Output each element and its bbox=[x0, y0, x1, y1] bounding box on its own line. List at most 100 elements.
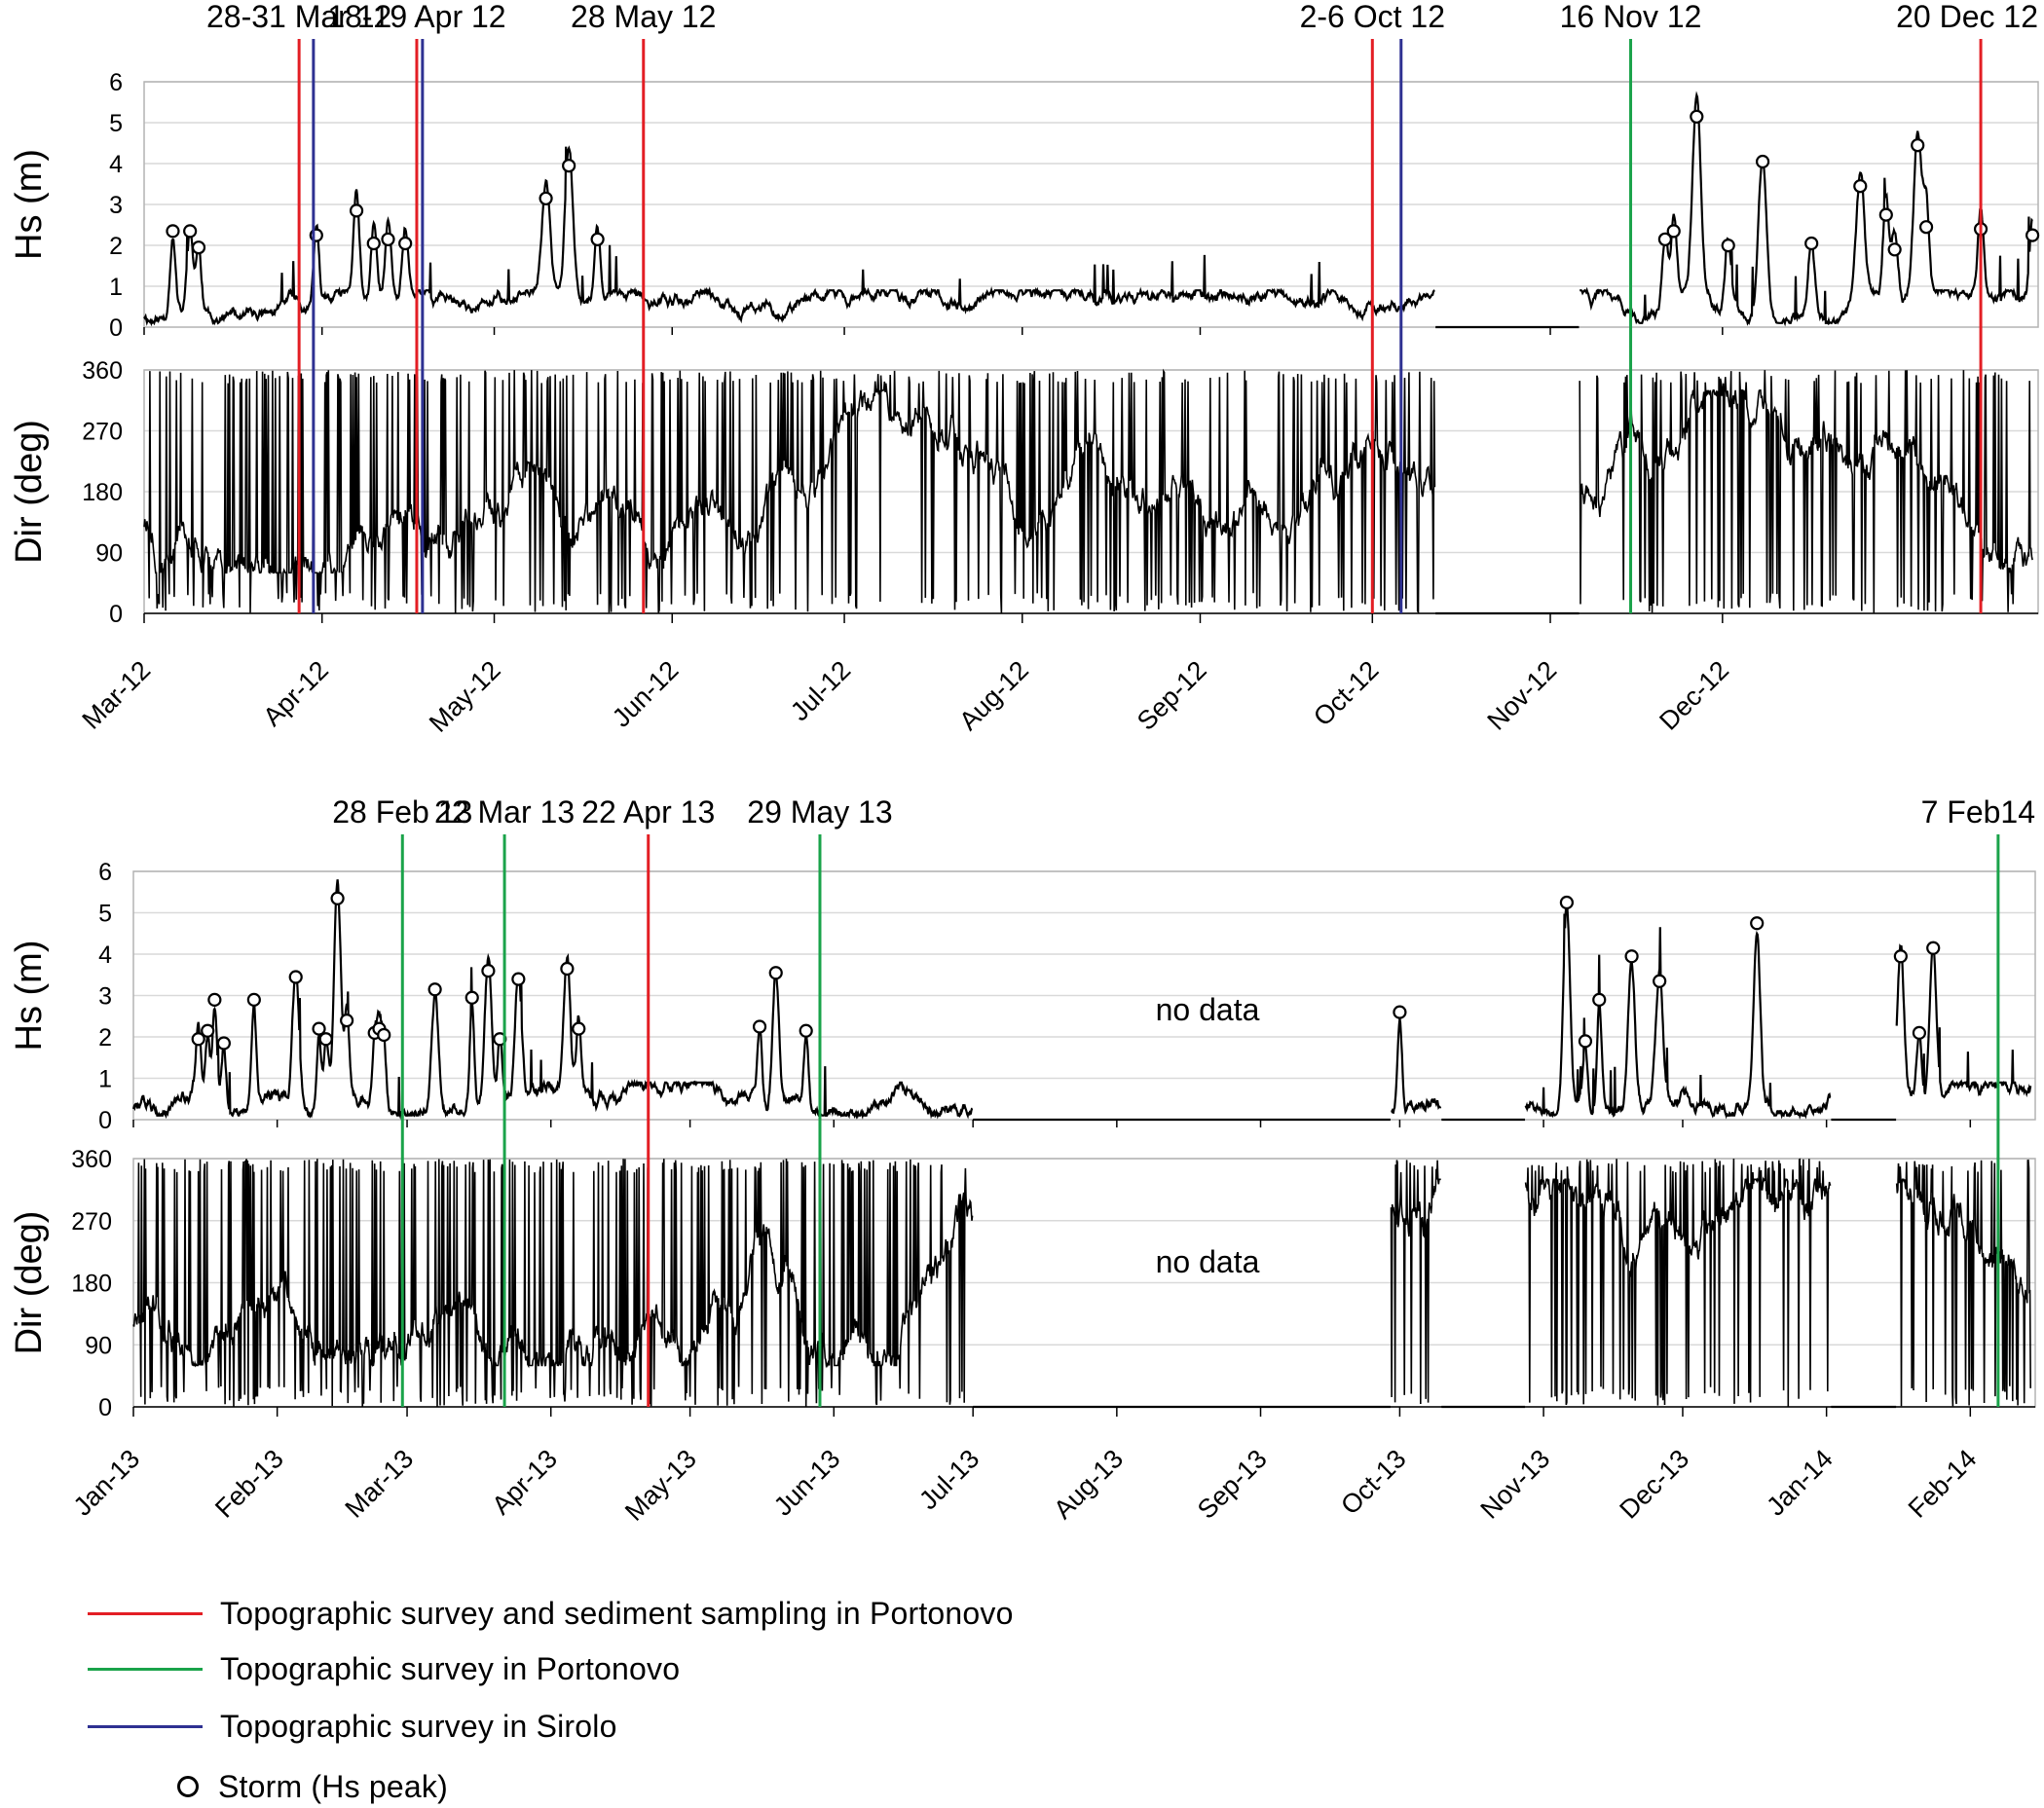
storm-peak-marker bbox=[1721, 239, 1735, 253]
dir-tick-label: 0 bbox=[109, 601, 123, 628]
storm-peak-marker bbox=[2025, 228, 2040, 242]
storm-peak-marker bbox=[752, 1019, 767, 1034]
storm-peak-marker bbox=[1578, 1034, 1593, 1049]
x-tick-label: Jun-12 bbox=[607, 655, 685, 733]
event-date-label: 28 May 12 bbox=[571, 0, 716, 34]
storm-peak-marker bbox=[216, 1036, 231, 1051]
dir-tick-label: 90 bbox=[85, 1332, 112, 1359]
hs-tick-label: 4 bbox=[109, 151, 123, 178]
red-line-swatch bbox=[88, 1611, 203, 1615]
legend: Topographic survey and sediment sampling… bbox=[88, 1582, 1451, 1806]
storm-peak-marker bbox=[427, 982, 442, 997]
x-tick-label: Aug-13 bbox=[1048, 1444, 1129, 1525]
storm-peak-marker bbox=[768, 966, 783, 980]
storm-peak-marker bbox=[1911, 138, 1925, 153]
x-tick-label: Oct-12 bbox=[1308, 655, 1385, 732]
x-tick-label: Nov-12 bbox=[1481, 655, 1562, 736]
storm-peak-marker bbox=[1853, 179, 1868, 194]
hs-tick-label: 1 bbox=[109, 274, 123, 301]
legend-item-red-survey: Topographic survey and sediment sampling… bbox=[88, 1594, 1014, 1633]
hs-tick-label: 0 bbox=[109, 314, 123, 342]
x-tick-label: Sep-12 bbox=[1132, 655, 1212, 736]
storm-peak-marker bbox=[539, 191, 553, 205]
circle-icon bbox=[177, 1776, 199, 1797]
x-tick-label: Dec-13 bbox=[1614, 1444, 1694, 1525]
dir-axis-label: Dir (deg) bbox=[9, 420, 50, 564]
hs-tick-label: 3 bbox=[98, 983, 112, 1011]
dir-axis-label: Dir (deg) bbox=[9, 1211, 50, 1355]
storm-peak-marker bbox=[1887, 242, 1902, 257]
event-date-label: 7 Feb14 bbox=[1921, 794, 2035, 830]
storm-peak-marker bbox=[381, 232, 395, 246]
storm-peak-marker bbox=[246, 992, 261, 1007]
storm-peak-marker bbox=[312, 1021, 326, 1036]
event-date-label: 28 Feb 13 bbox=[332, 794, 472, 830]
hs-tick-label: 5 bbox=[109, 110, 123, 137]
storm-peak-marker bbox=[349, 203, 364, 218]
storm-peak-marker bbox=[1653, 974, 1667, 988]
storm-peak-marker bbox=[1926, 941, 1941, 955]
dir-series-line bbox=[143, 368, 1436, 614]
storm-peak-marker bbox=[799, 1023, 813, 1038]
storm-peak-marker bbox=[166, 224, 180, 239]
chart-panel-1: 0 1 2 3 4 5 6 Hs (m) 0 90 180 270 360 Dir (deg) Jan-13… bbox=[9, 794, 2036, 1527]
dir-tick-label: 360 bbox=[82, 357, 123, 385]
storm-peak-marker bbox=[377, 1027, 391, 1043]
storm-peak-marker bbox=[191, 1032, 205, 1047]
dir-tick-label: 270 bbox=[82, 419, 123, 446]
hs-axis-label: Hs (m) bbox=[9, 941, 50, 1052]
legend-label: Topographic survey in Portonovo bbox=[220, 1650, 681, 1686]
x-tick-label: May-12 bbox=[424, 655, 506, 738]
storm-peak-marker bbox=[465, 990, 479, 1005]
storm-peak-marker bbox=[562, 159, 576, 173]
event-date-label: 16 Nov 12 bbox=[1560, 0, 1702, 34]
hs-series-line bbox=[131, 879, 974, 1121]
legend-item-storm: Storm (Hs peak) bbox=[88, 1767, 448, 1806]
storm-peak-marker bbox=[1624, 949, 1639, 964]
event-date-label: 28-31 Mar 12 bbox=[206, 0, 391, 34]
hs-tick-label: 5 bbox=[98, 901, 112, 928]
hs-tick-label: 6 bbox=[109, 69, 123, 96]
storm-peak-marker bbox=[1592, 992, 1607, 1007]
storm-peak-marker bbox=[1559, 895, 1574, 910]
x-tick-label: Jun-13 bbox=[768, 1444, 846, 1522]
event-date-label: 20 Dec 12 bbox=[1896, 0, 2038, 34]
blue-line-swatch bbox=[88, 1724, 203, 1728]
hs-tick-label: 0 bbox=[98, 1107, 112, 1134]
legend-label: Storm (Hs peak) bbox=[218, 1768, 448, 1804]
storm-peak-marker bbox=[330, 891, 345, 905]
dir-tick-label: 180 bbox=[82, 479, 123, 506]
legend-label: Topographic survey in Sirolo bbox=[220, 1708, 617, 1744]
storm-peak-marker bbox=[1690, 109, 1704, 124]
x-tick-label: May-13 bbox=[619, 1444, 702, 1527]
hs-axis-label: Hs (m) bbox=[9, 149, 50, 260]
x-tick-label: Aug-12 bbox=[953, 655, 1034, 736]
x-tick-label: Feb-14 bbox=[1903, 1444, 1983, 1524]
no-data-annotation: no data bbox=[1156, 992, 1260, 1027]
storm-peak-marker bbox=[481, 964, 496, 978]
chart-panel-0: 0 1 2 3 4 5 6 Hs (m) 0 90 180 270 360 Dir (deg) Mar-12… bbox=[9, 0, 2040, 738]
legend-item-green-survey: Topographic survey in Portonovo bbox=[88, 1649, 680, 1688]
storm-peak-marker bbox=[191, 240, 206, 255]
x-tick-label: Sep-13 bbox=[1192, 1444, 1273, 1525]
storm-peak-marker bbox=[572, 1021, 586, 1036]
green-line-swatch bbox=[88, 1667, 203, 1671]
event-date-label: 29 May 13 bbox=[747, 794, 892, 830]
hs-series-line bbox=[1895, 941, 2032, 1099]
storm-peak-marker bbox=[1804, 236, 1819, 251]
storm-peak-marker bbox=[1657, 232, 1672, 246]
storm-peak-marker bbox=[1893, 949, 1908, 964]
dir-series-line bbox=[1524, 1158, 1832, 1407]
legend-label: Topographic survey and sediment sampling… bbox=[220, 1595, 1014, 1631]
storm-peak-marker bbox=[560, 961, 575, 977]
storm-peak-marker bbox=[1878, 207, 1893, 222]
x-tick-label: Apr-13 bbox=[486, 1444, 563, 1521]
hs-series-line bbox=[143, 145, 1435, 327]
storm-peak-marker bbox=[590, 232, 605, 246]
x-tick-label: Jul-12 bbox=[785, 655, 856, 726]
storm-peak-marker bbox=[511, 972, 526, 986]
dir-series-line bbox=[132, 1159, 974, 1407]
storm-peak-marker bbox=[340, 1014, 354, 1028]
x-tick-label: Jan-14 bbox=[1761, 1444, 1839, 1522]
